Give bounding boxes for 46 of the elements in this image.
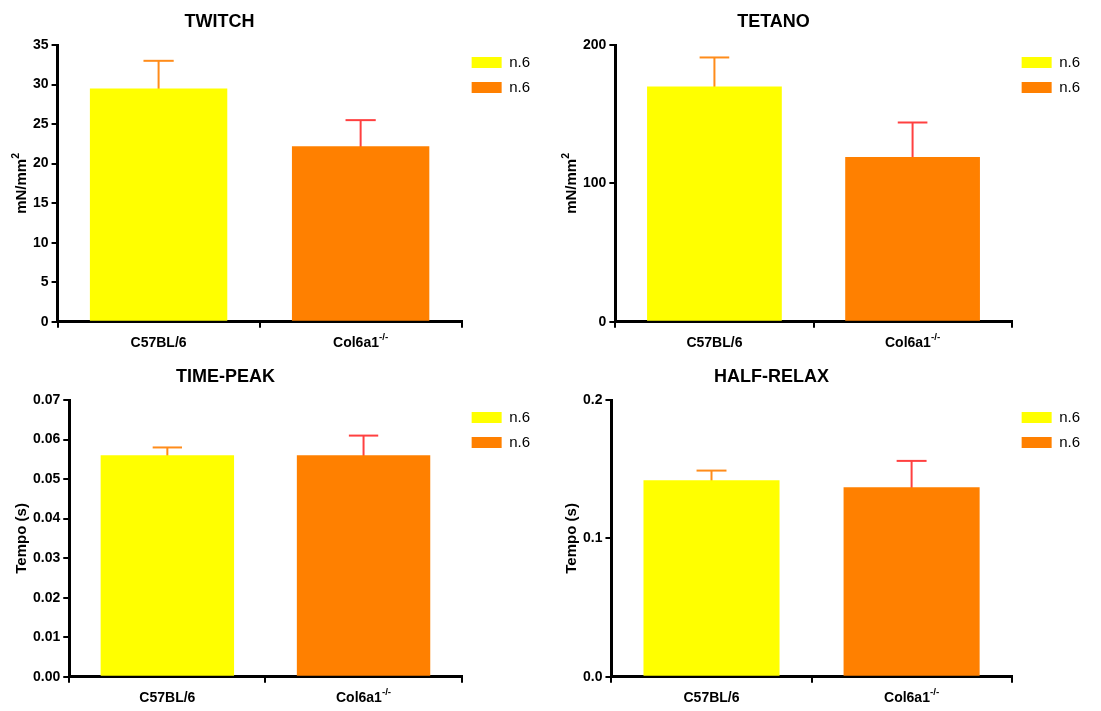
y-axis-title: Tempo (s) [562, 503, 580, 574]
chart-title: TIME-PEAK [175, 365, 275, 386]
y-tick-label: 0.2 [582, 390, 603, 407]
y-tick-label: 0.01 [33, 628, 61, 645]
y-tick-label: 5 [40, 273, 49, 290]
y-tick-label: 15 [32, 194, 49, 211]
y-tick-label: 100 [583, 174, 607, 191]
legend-label: n.6 [1059, 77, 1081, 95]
legend-label: n.6 [509, 52, 531, 70]
y-axis-title: mN/mm2 [558, 152, 580, 214]
y-tick-label: 200 [583, 35, 607, 52]
y-tick-label: 0.1 [582, 529, 603, 546]
x-tick-label: C57BL/6 [683, 688, 740, 705]
y-axis-title: mN/mm2 [8, 152, 30, 214]
y-tick-label: 35 [32, 35, 49, 52]
x-tick-label: C57BL/6 [686, 333, 743, 350]
y-tick-label: 0.00 [33, 667, 61, 684]
y-tick-label: 0.05 [33, 469, 61, 486]
x-tick-label: Col6a1-/- [885, 331, 941, 350]
y-tick-label: 10 [32, 233, 49, 250]
legend-label: n.6 [1059, 407, 1081, 425]
y-tick-label: 0.07 [33, 390, 61, 407]
y-tick-label: 30 [32, 75, 49, 92]
legend-label: n.6 [509, 432, 531, 450]
y-tick-label: 0.0 [582, 667, 603, 684]
legend-label: n.6 [509, 407, 531, 425]
y-tick-label: 20 [32, 154, 49, 171]
chart-title: TETANO [737, 10, 810, 31]
y-tick-label: 0.03 [33, 549, 61, 566]
x-tick-label: Col6a1-/- [333, 331, 389, 350]
x-tick-label: Col6a1-/- [884, 686, 940, 705]
chart-title: TWITCH [184, 10, 255, 31]
y-tick-label: 0 [40, 312, 49, 329]
legend-label: n.6 [509, 77, 531, 95]
x-tick-label: Col6a1-/- [335, 686, 392, 705]
x-tick-label: C57BL/6 [130, 333, 187, 350]
y-tick-label: 0.06 [33, 430, 61, 447]
y-tick-label: 0 [598, 312, 607, 329]
legend-label: n.6 [1059, 432, 1081, 450]
x-tick-label: C57BL/6 [139, 688, 196, 705]
legend-label: n.6 [1059, 52, 1081, 70]
y-tick-label: 0.04 [33, 509, 61, 526]
y-tick-label: 0.02 [33, 588, 61, 605]
y-tick-label: 25 [32, 114, 49, 131]
chart-title: HALF-RELAX [714, 365, 830, 386]
y-axis-title: Tempo (s) [12, 503, 30, 574]
